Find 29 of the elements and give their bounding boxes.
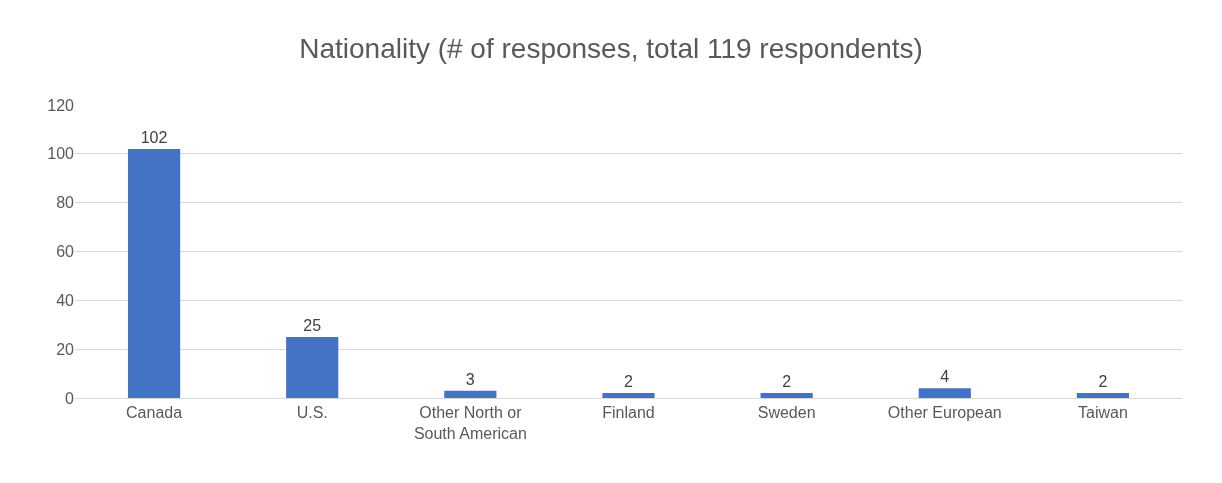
data-label: 3 (465, 370, 475, 388)
data-label: 2 (624, 373, 633, 391)
data-label: 25 (303, 316, 322, 334)
chart-title: Nationality (# of responses, total 119 respondents) (299, 33, 923, 65)
bar (1076, 393, 1130, 398)
data-label: 102 (140, 128, 168, 146)
y-tick-label: 60 (56, 243, 75, 261)
y-tick-label: 100 (47, 145, 75, 163)
bar (760, 393, 813, 398)
data-label: 2 (782, 373, 792, 391)
bar (286, 336, 339, 398)
bar (918, 388, 971, 398)
x-tick-label: Sweden (757, 404, 816, 422)
x-tick-label: Canada (126, 404, 183, 422)
x-tick-label: U.S. (296, 404, 328, 422)
x-tick-label: Taiwan (1078, 404, 1128, 422)
data-label: 2 (1098, 373, 1108, 391)
y-tick-label: 80 (56, 194, 75, 212)
x-tick-label: Other European (887, 404, 1002, 422)
y-tick-label: 20 (56, 340, 75, 358)
data-label: 4 (940, 368, 950, 386)
x-tick-label: Finland (602, 404, 655, 422)
y-tick-label: 0 (65, 389, 75, 407)
bar (444, 390, 497, 398)
y-tick-label: 40 (56, 291, 75, 309)
bar (602, 393, 655, 398)
y-tick-label: 120 (47, 96, 75, 114)
bar (127, 148, 181, 398)
x-tick-label: Other North or South American (413, 404, 527, 442)
